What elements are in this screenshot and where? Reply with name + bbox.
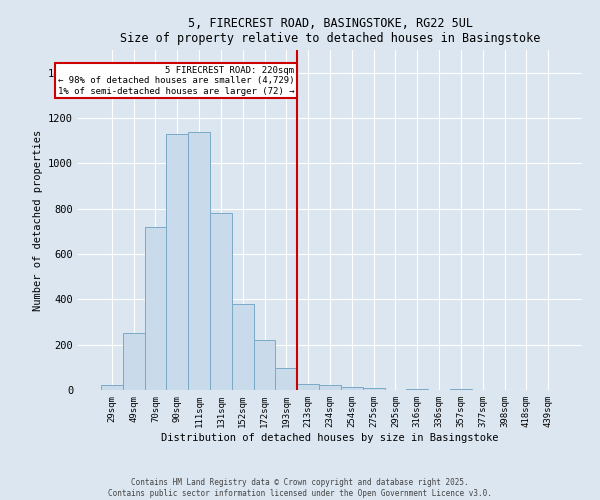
- Bar: [275, 368, 297, 390]
- Bar: [363, 388, 385, 390]
- Bar: [232, 304, 254, 390]
- Bar: [319, 386, 341, 390]
- Bar: [406, 389, 428, 390]
- Bar: [123, 334, 145, 390]
- Bar: [210, 213, 232, 390]
- Bar: [297, 384, 319, 390]
- X-axis label: Distribution of detached houses by size in Basingstoke: Distribution of detached houses by size …: [161, 432, 499, 442]
- Bar: [188, 132, 210, 390]
- Bar: [450, 389, 472, 390]
- Bar: [341, 386, 363, 390]
- Bar: [254, 340, 275, 390]
- Y-axis label: Number of detached properties: Number of detached properties: [32, 130, 43, 310]
- Bar: [145, 227, 166, 390]
- Bar: [166, 134, 188, 390]
- Text: 5 FIRECREST ROAD: 220sqm
← 98% of detached houses are smaller (4,729)
1% of semi: 5 FIRECREST ROAD: 220sqm ← 98% of detach…: [58, 66, 294, 96]
- Bar: [101, 386, 123, 390]
- Title: 5, FIRECREST ROAD, BASINGSTOKE, RG22 5UL
Size of property relative to detached h: 5, FIRECREST ROAD, BASINGSTOKE, RG22 5UL…: [120, 16, 540, 44]
- Text: Contains HM Land Registry data © Crown copyright and database right 2025.
Contai: Contains HM Land Registry data © Crown c…: [108, 478, 492, 498]
